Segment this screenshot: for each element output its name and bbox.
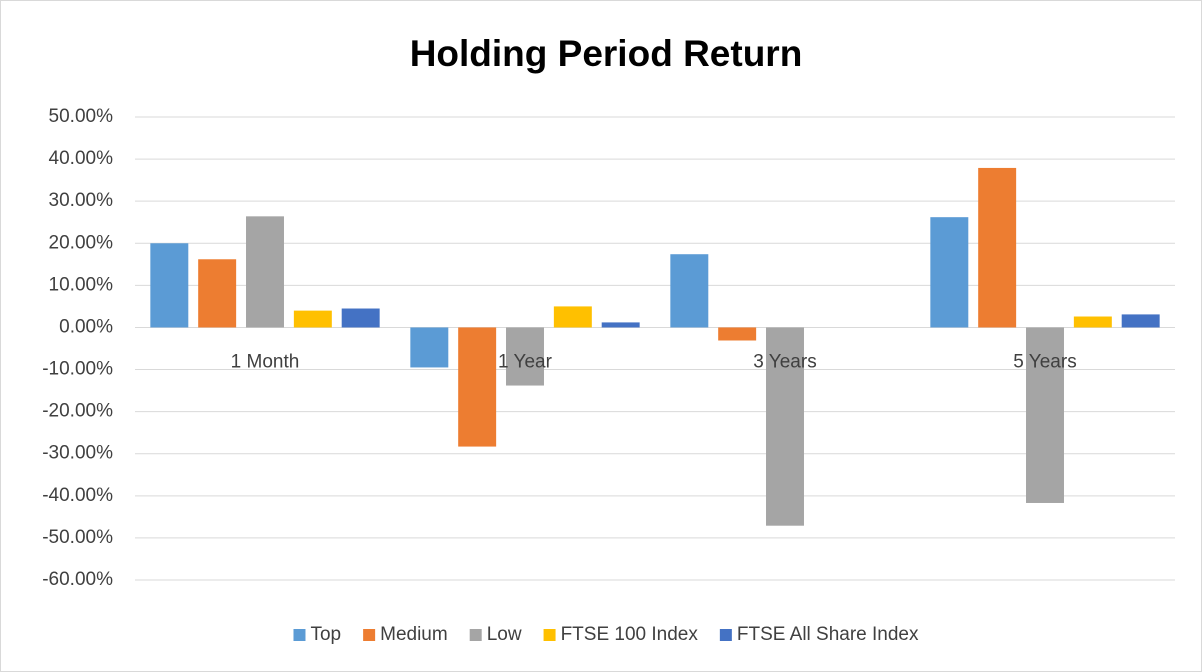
y-tick-label: -50.00%	[42, 527, 113, 548]
legend-swatch	[719, 629, 732, 641]
y-tick-label: -40.00%	[42, 485, 113, 506]
legend-label: FTSE All Share Index	[737, 624, 919, 645]
bar	[150, 243, 189, 328]
x-tick-label: 1 Month	[231, 351, 300, 372]
y-tick-label: 50.00%	[49, 106, 114, 127]
legend-label: Top	[310, 624, 341, 645]
y-tick-label: -10.00%	[42, 359, 113, 380]
y-tick-label: 20.00%	[49, 232, 114, 253]
legend-swatch	[469, 629, 482, 641]
bar	[930, 217, 969, 328]
legend-label: Low	[487, 624, 522, 645]
y-tick-label: -60.00%	[42, 569, 113, 590]
bar	[718, 327, 757, 341]
bar	[246, 216, 284, 328]
y-tick-label: 10.00%	[49, 274, 114, 295]
x-tick-label: 5 Years	[1013, 351, 1076, 372]
x-tick-label: 1 Year	[498, 351, 553, 372]
bar	[198, 259, 237, 328]
y-tick-label: -30.00%	[42, 443, 113, 464]
bar	[506, 327, 544, 386]
y-tick-label: 0.00%	[59, 316, 113, 337]
bar	[670, 254, 709, 328]
labels: 50.00% 40.00% 30.00% 20.00% 10.00% 0.00% -10.0…	[42, 106, 1076, 590]
bars	[150, 167, 1160, 526]
legend-label: Medium	[380, 624, 448, 645]
bar	[978, 167, 1017, 328]
bar	[458, 327, 497, 447]
bar	[1073, 316, 1112, 328]
legend: Top Medium Low FTSE 100 Index FTSE All Share…	[293, 624, 919, 645]
legend-swatch	[543, 629, 556, 641]
bar	[553, 306, 592, 328]
y-tick-label: 30.00%	[49, 190, 114, 211]
bar	[601, 322, 640, 328]
legend-swatch	[293, 629, 306, 641]
bar	[293, 310, 332, 328]
x-tick-label: 3 Years	[753, 351, 816, 372]
y-tick-label: 40.00%	[49, 148, 114, 169]
chart-title: Holding Period Return	[410, 33, 803, 74]
bar	[1026, 327, 1064, 503]
bar	[341, 308, 380, 328]
bar	[410, 327, 449, 368]
legend-swatch	[363, 629, 376, 641]
legend-label: FTSE 100 Index	[561, 624, 699, 645]
bar	[766, 327, 804, 526]
bar	[1121, 314, 1160, 328]
y-tick-label: -20.00%	[42, 401, 113, 422]
